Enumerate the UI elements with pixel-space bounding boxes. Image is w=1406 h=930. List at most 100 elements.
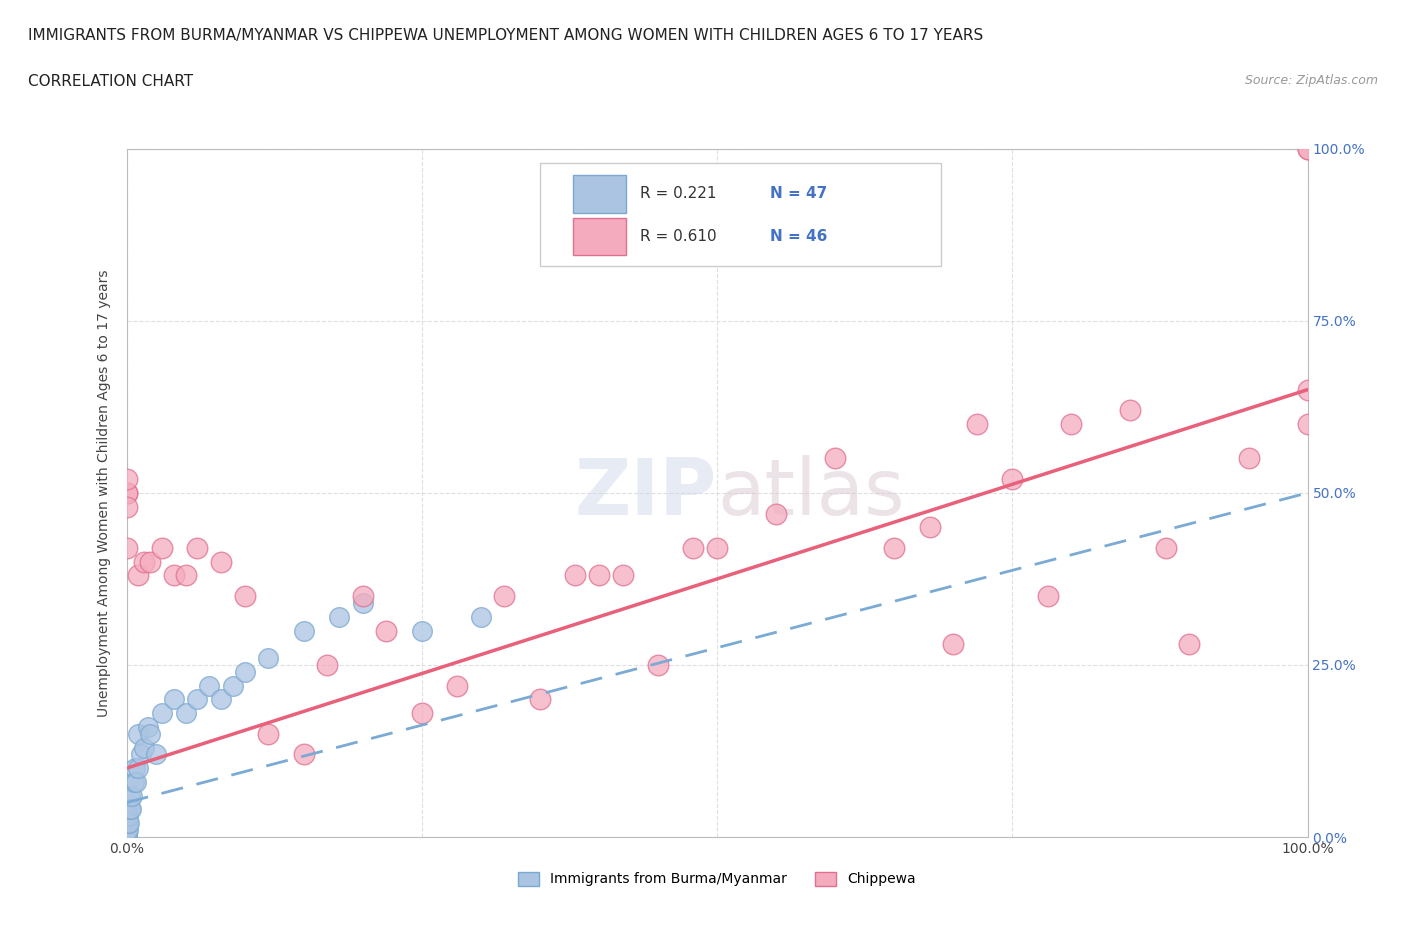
Point — [470, 609, 492, 624]
Point — [1296, 141, 1319, 156]
Point — [115, 830, 138, 844]
Point — [134, 554, 156, 569]
Point — [174, 706, 197, 721]
Point — [647, 658, 669, 672]
Point — [127, 726, 149, 741]
FancyBboxPatch shape — [574, 218, 626, 256]
Point — [115, 816, 138, 830]
Point — [115, 830, 138, 844]
Point — [122, 775, 145, 790]
Point — [115, 830, 138, 844]
Point — [682, 540, 704, 555]
Point — [115, 485, 138, 500]
Point — [117, 809, 139, 824]
Point — [115, 830, 138, 844]
Point — [411, 706, 433, 721]
Point — [139, 554, 162, 569]
Point — [1237, 451, 1260, 466]
Point — [115, 823, 138, 838]
Point — [494, 589, 516, 604]
Text: R = 0.610: R = 0.610 — [640, 229, 717, 244]
Point — [115, 472, 138, 486]
Point — [883, 540, 905, 555]
Point — [134, 740, 156, 755]
Point — [411, 623, 433, 638]
Point — [125, 775, 148, 790]
Text: N = 47: N = 47 — [770, 186, 828, 201]
Point — [942, 637, 965, 652]
Point — [139, 726, 162, 741]
Point — [588, 568, 610, 583]
Text: IMMIGRANTS FROM BURMA/MYANMAR VS CHIPPEWA UNEMPLOYMENT AMONG WOMEN WITH CHILDREN: IMMIGRANTS FROM BURMA/MYANMAR VS CHIPPEW… — [28, 28, 983, 43]
Point — [257, 651, 280, 666]
Point — [1060, 417, 1083, 432]
Point — [292, 747, 315, 762]
Point — [328, 609, 350, 624]
Point — [163, 568, 186, 583]
Point — [118, 816, 141, 830]
Point — [612, 568, 634, 583]
Point — [564, 568, 586, 583]
Point — [115, 830, 138, 844]
Point — [765, 506, 787, 521]
Text: CORRELATION CHART: CORRELATION CHART — [28, 74, 193, 89]
Point — [186, 540, 208, 555]
Point — [222, 678, 245, 693]
Point — [257, 726, 280, 741]
Point — [121, 789, 143, 804]
Point — [127, 761, 149, 776]
Point — [824, 451, 846, 466]
Point — [446, 678, 468, 693]
Point — [529, 692, 551, 707]
Point — [115, 830, 138, 844]
Point — [124, 761, 146, 776]
Point — [129, 747, 152, 762]
Point — [120, 789, 142, 804]
Point — [233, 664, 256, 679]
Point — [115, 540, 138, 555]
Point — [163, 692, 186, 707]
Point — [136, 720, 159, 735]
Point — [1036, 589, 1059, 604]
Y-axis label: Unemployment Among Women with Children Ages 6 to 17 years: Unemployment Among Women with Children A… — [97, 269, 111, 717]
Point — [186, 692, 208, 707]
Point — [127, 568, 149, 583]
Point — [1154, 540, 1177, 555]
Point — [115, 823, 138, 838]
Text: N = 46: N = 46 — [770, 229, 828, 244]
Text: ZIP: ZIP — [575, 455, 717, 531]
Point — [316, 658, 339, 672]
Legend: Immigrants from Burma/Myanmar, Chippewa: Immigrants from Burma/Myanmar, Chippewa — [513, 866, 921, 892]
Point — [120, 802, 142, 817]
Point — [115, 830, 138, 844]
Point — [198, 678, 221, 693]
Point — [706, 540, 728, 555]
Point — [352, 595, 374, 610]
Point — [120, 802, 142, 817]
Point — [117, 823, 139, 838]
Point — [1296, 382, 1319, 397]
Point — [150, 540, 173, 555]
Point — [352, 589, 374, 604]
Point — [1296, 417, 1319, 432]
Point — [1296, 141, 1319, 156]
Point — [115, 499, 138, 514]
Text: atlas: atlas — [717, 455, 904, 531]
Point — [150, 706, 173, 721]
Point — [115, 809, 138, 824]
Text: Source: ZipAtlas.com: Source: ZipAtlas.com — [1244, 74, 1378, 87]
Point — [115, 802, 138, 817]
Point — [145, 747, 167, 762]
Point — [174, 568, 197, 583]
Point — [115, 485, 138, 500]
Point — [292, 623, 315, 638]
FancyBboxPatch shape — [574, 175, 626, 213]
Point — [115, 816, 138, 830]
Point — [1119, 403, 1142, 418]
Point — [233, 589, 256, 604]
Point — [115, 830, 138, 844]
Point — [117, 816, 139, 830]
Text: R = 0.221: R = 0.221 — [640, 186, 717, 201]
Point — [1178, 637, 1201, 652]
Point — [375, 623, 398, 638]
